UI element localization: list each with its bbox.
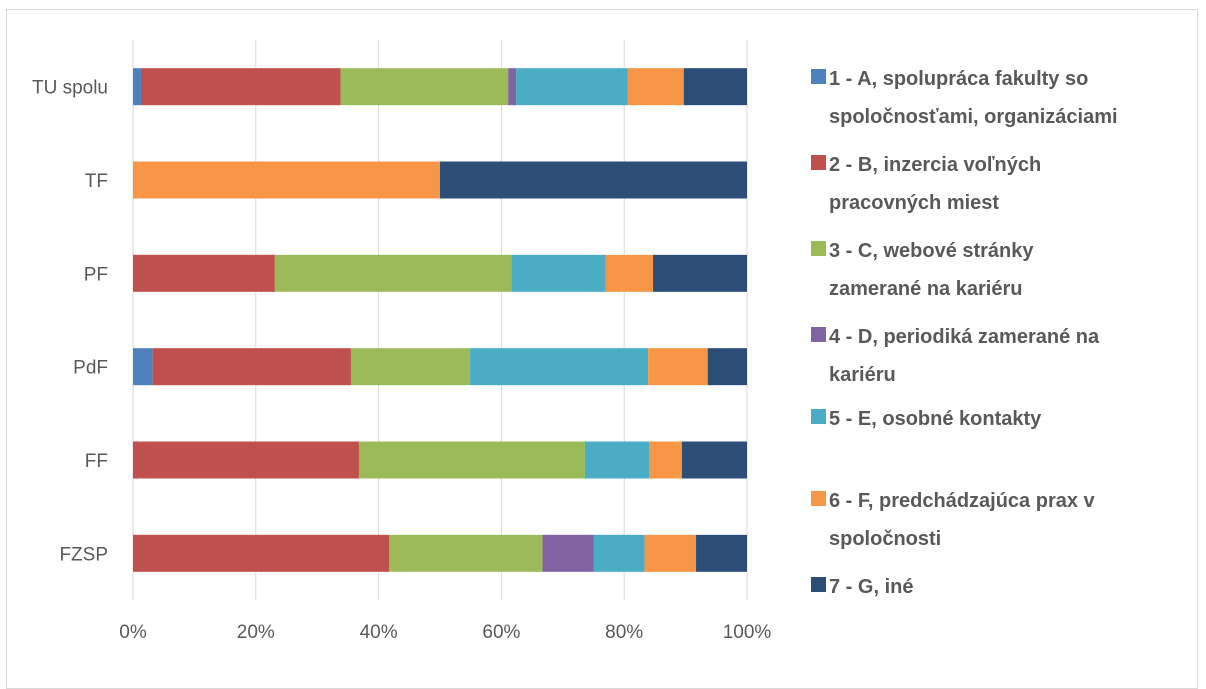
bar-segment [340, 68, 509, 106]
bar-segment [133, 161, 440, 199]
stacked-bar-chart: TU spolu TF PF PdF FF FZSP 0% 20% 40% 60% 80% 100%… [32, 40, 1118, 643]
legend-label: 3 - C, webové stránky zamerané na kariéru [829, 240, 1034, 300]
legend-swatch [811, 491, 826, 506]
legend-label: 1 - A, spolupráca fakulty so spoločnosťam… [829, 68, 1118, 128]
bar-segment [274, 254, 512, 292]
bar-segment [511, 254, 606, 292]
legend-label: 7 - G, iné [829, 576, 913, 598]
bar-segment [133, 348, 153, 386]
legend-label: 5 - E, osobné kontakty [829, 408, 1042, 430]
legend-label: 6 - F, predchádzajúca prax v spoločnosti [829, 490, 1096, 550]
bar-segment [649, 441, 682, 479]
y-tick-label: TU spolu [32, 78, 108, 99]
bar-segment [470, 348, 649, 386]
bar-segment [653, 254, 747, 292]
bar-segment [350, 348, 471, 386]
legend-swatch [811, 155, 826, 170]
y-tick-label: FF [85, 451, 108, 472]
bar-segment [440, 161, 747, 199]
y-tick-label: PF [84, 264, 108, 285]
bar-segment [648, 348, 708, 386]
legend: 1 - A, spolupráca fakulty so spoločnosťam… [811, 68, 1118, 598]
bar-segment [627, 68, 684, 106]
y-tick-label: FZSP [59, 544, 108, 565]
bar-segment [389, 534, 543, 572]
legend-swatch [811, 409, 826, 424]
bar-segment [152, 348, 351, 386]
legend-swatch [811, 327, 826, 342]
bar-segment [133, 441, 359, 479]
bar-segment [508, 68, 517, 106]
bar-segment [516, 68, 628, 106]
bar-segment [683, 68, 747, 106]
y-tick-label: TF [85, 171, 108, 192]
bar-segment [593, 534, 645, 572]
bar-segment [707, 348, 747, 386]
y-tick-label: PdF [73, 358, 108, 379]
legend-swatch [811, 577, 826, 592]
bar-segment [542, 534, 594, 572]
x-tick-label: 80% [605, 622, 643, 643]
bar-segment [133, 68, 141, 106]
bar-segment [584, 441, 650, 479]
legend-label: 2 - B, inzercia voľných pracovných miest [829, 154, 1041, 214]
bar-segment [133, 534, 390, 572]
bar-segment [644, 534, 697, 572]
bars [133, 68, 747, 572]
x-tick-label: 40% [360, 622, 398, 643]
bar-segment [133, 254, 275, 292]
bar-segment [681, 441, 747, 479]
bar-segment [696, 534, 747, 572]
legend-swatch [811, 69, 826, 84]
x-axis-labels: 0% 20% 40% 60% 80% 100% [119, 622, 771, 643]
y-axis-labels: TU spolu TF PF PdF FF FZSP [32, 78, 108, 566]
legend-label: 4 - D, periodiká zamerané na kariéru [829, 326, 1100, 386]
x-tick-label: 20% [237, 622, 275, 643]
bar-segment [140, 68, 341, 106]
legend-swatch [811, 241, 826, 256]
bar-segment [358, 441, 585, 479]
x-tick-label: 0% [119, 622, 147, 643]
gridlines [132, 40, 748, 600]
x-tick-label: 60% [482, 622, 520, 643]
x-tick-label: 100% [723, 622, 772, 643]
bar-segment [605, 254, 654, 292]
